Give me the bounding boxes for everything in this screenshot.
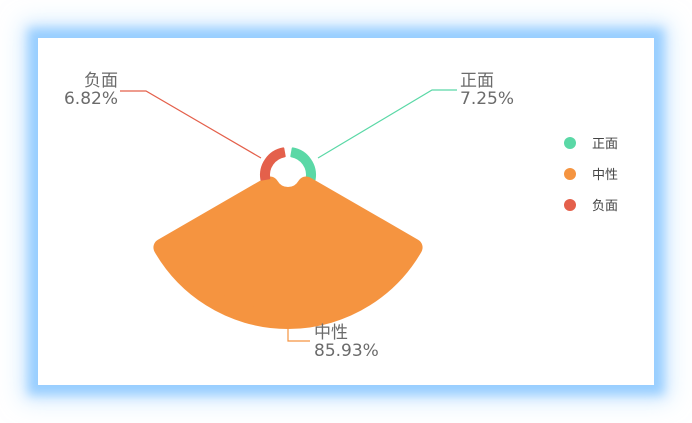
chart-legend: 正面 中性 负面 xyxy=(564,137,618,214)
legend-marker-zhongxing[interactable] xyxy=(564,168,576,180)
legend-marker-zhengmian[interactable] xyxy=(564,137,576,149)
pie-slice-zhengmian[interactable] xyxy=(290,147,316,181)
leader-line-fumian xyxy=(120,90,262,159)
legend-label-fumian[interactable]: 负面 xyxy=(592,199,618,214)
slice-percent-fumian: 6.82% xyxy=(64,89,118,109)
slice-percent-zhengmian: 7.25% xyxy=(460,89,514,109)
slice-label-zhongxing: 中性 xyxy=(314,323,348,343)
slice-label-zhengmian: 正面 xyxy=(460,71,494,91)
slice-percent-zhongxing: 85.93% xyxy=(314,341,379,361)
pie-slice-fumian[interactable] xyxy=(260,147,286,181)
pie-slice-zhongxing[interactable] xyxy=(153,176,423,329)
leader-line-zhengmian xyxy=(317,89,457,159)
legend-label-zhongxing[interactable]: 中性 xyxy=(592,168,618,183)
legend-label-zhengmian[interactable]: 正面 xyxy=(592,137,618,152)
legend-marker-fumian[interactable] xyxy=(564,199,576,211)
slice-label-fumian: 负面 xyxy=(84,71,118,91)
